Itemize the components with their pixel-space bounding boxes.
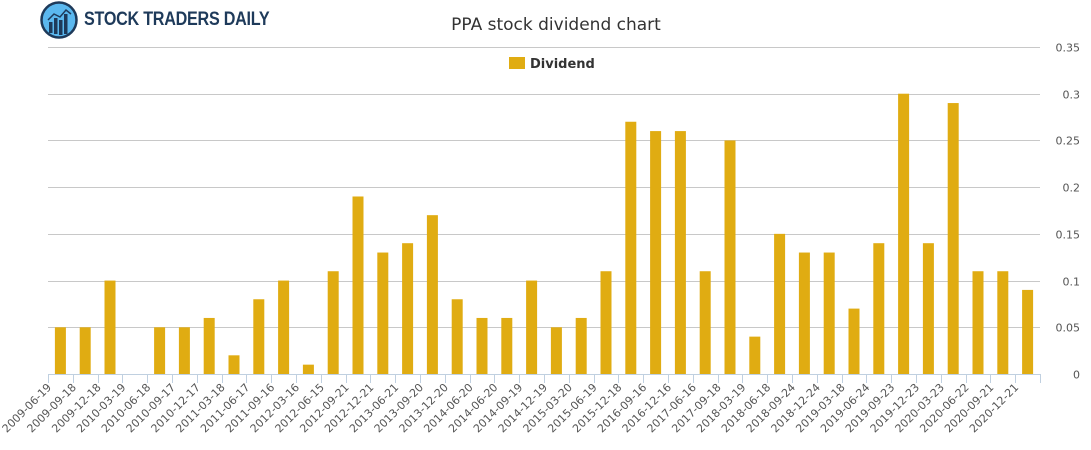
bar-2015-06-19[interactable] xyxy=(600,271,612,374)
bar-2014-06-20[interactable] xyxy=(476,317,488,374)
bar-2010-12-17[interactable] xyxy=(203,317,215,374)
y-tick-label: 0 xyxy=(1073,369,1080,382)
bar-2020-09-21[interactable] xyxy=(997,271,1009,374)
bar-2013-09-20[interactable] xyxy=(426,215,438,374)
logo-chart-icon xyxy=(40,1,78,39)
bar-2017-09-18[interactable] xyxy=(724,140,736,374)
y-tick-label: 0.2 xyxy=(1063,182,1081,195)
chart-title: PPA stock dividend chart xyxy=(451,15,661,35)
bar-2020-03-23[interactable] xyxy=(947,103,959,375)
bar-2020-06-22[interactable] xyxy=(972,271,984,374)
bar-2012-03-16[interactable] xyxy=(302,364,314,374)
bar-2014-12-19[interactable] xyxy=(550,327,562,374)
logo-text: STOCK TRADERS DAILY xyxy=(84,9,270,30)
y-tick-label: 0.15 xyxy=(1056,229,1081,242)
bar-2014-06-20[interactable] xyxy=(501,317,513,374)
bar-2013-12-20[interactable] xyxy=(451,299,463,374)
bar-2016-09-16[interactable] xyxy=(650,131,662,374)
bar-2017-06-16[interactable] xyxy=(699,271,711,374)
bar-2019-06-24[interactable] xyxy=(873,243,885,374)
bar-2009-06-19[interactable] xyxy=(54,327,66,374)
bar-2011-03-18[interactable] xyxy=(228,355,240,374)
y-tick-label: 0.35 xyxy=(1056,42,1081,55)
bar-2018-09-24[interactable] xyxy=(798,252,810,374)
bar-2012-12-21[interactable] xyxy=(377,252,389,374)
bar-2019-09-23[interactable] xyxy=(898,93,910,374)
bar-2018-12-24[interactable] xyxy=(823,252,835,374)
bar-2015-12-18[interactable] xyxy=(625,121,637,374)
bar-2020-12-21[interactable] xyxy=(1022,289,1034,374)
bar-2010-06-18[interactable] xyxy=(154,327,166,374)
bar-2018-03-19[interactable] xyxy=(749,336,761,374)
y-tick-label: 0.3 xyxy=(1063,89,1081,102)
y-tick-label: 0.1 xyxy=(1063,276,1081,289)
y-tick-label: 0.25 xyxy=(1056,135,1081,148)
bar-2011-09-16[interactable] xyxy=(278,280,290,374)
bar-2012-06-15[interactable] xyxy=(327,271,339,374)
bar-2019-03-18[interactable] xyxy=(848,308,860,374)
bar-2013-06-21[interactable] xyxy=(402,243,414,374)
legend-swatch xyxy=(509,57,525,69)
legend-label: Dividend xyxy=(530,57,595,72)
bar-2011-06-17[interactable] xyxy=(253,299,265,374)
bar-2019-12-23[interactable] xyxy=(922,243,934,374)
bar-2010-09-17[interactable] xyxy=(178,327,190,374)
bar-2009-12-18[interactable] xyxy=(104,280,116,374)
bar-2016-12-16[interactable] xyxy=(674,131,686,374)
legend[interactable]: Dividend xyxy=(509,57,595,72)
y-tick-label: 0.05 xyxy=(1056,322,1081,335)
bar-2015-03-20[interactable] xyxy=(575,317,587,374)
stock-traders-daily-logo[interactable]: STOCK TRADERS DAILY xyxy=(40,1,302,39)
bar-2009-09-18[interactable] xyxy=(79,327,91,374)
bar-2018-06-18[interactable] xyxy=(774,233,786,374)
bar-2012-09-21[interactable] xyxy=(352,196,364,374)
bar-2014-09-19[interactable] xyxy=(526,280,538,374)
